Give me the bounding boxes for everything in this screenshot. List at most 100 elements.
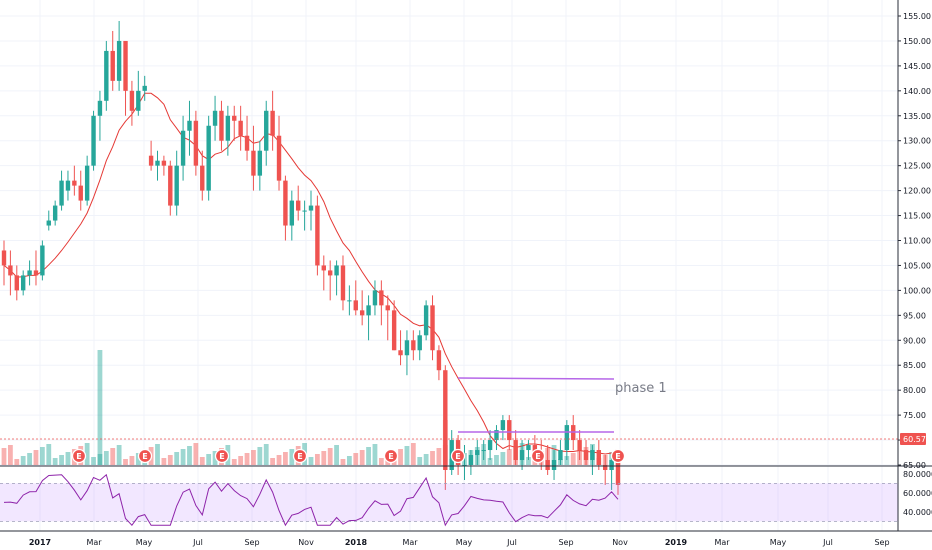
candle-body xyxy=(564,425,570,451)
candle-body xyxy=(289,200,295,226)
candle-body xyxy=(526,445,531,451)
candle-body xyxy=(27,270,32,276)
price-tick-label: 120.00 xyxy=(903,187,931,196)
volume-bar xyxy=(494,455,499,465)
volume-bar xyxy=(366,447,371,465)
volume-bar xyxy=(212,451,218,465)
candle-body xyxy=(353,300,358,311)
earnings-marker[interactable] xyxy=(214,448,230,464)
earnings-marker[interactable] xyxy=(530,448,546,464)
volume-bar xyxy=(116,445,122,465)
candle-body xyxy=(1,250,7,266)
time-tick-label: Nov xyxy=(612,538,628,547)
candle-body xyxy=(14,275,19,291)
earnings-marker[interactable] xyxy=(137,448,153,464)
candle-body xyxy=(379,290,384,306)
candle-body xyxy=(385,305,390,311)
earnings-marker[interactable] xyxy=(383,448,399,464)
volume-bar xyxy=(570,453,576,465)
candle-body xyxy=(72,180,77,186)
price-axis[interactable]: 155.00 150.00 145.00 140.00 135.00 130.00 125.… xyxy=(898,12,931,470)
candle-body xyxy=(615,460,621,485)
earnings-label: E xyxy=(219,452,224,461)
candles xyxy=(1,20,621,495)
volume-bar xyxy=(276,455,282,465)
volume-bar xyxy=(436,448,442,465)
candle-body xyxy=(40,245,45,276)
rsi-tick-label: 80.0000 xyxy=(903,470,932,479)
time-axis[interactable]: 2017 Mar May Jul Sep Nov 2018 Mar May Jul Sep Nov 20… xyxy=(29,538,890,547)
volume-bar xyxy=(7,445,13,465)
earnings-marker[interactable] xyxy=(71,448,87,464)
earnings-marker[interactable] xyxy=(292,448,308,464)
candle-body xyxy=(327,270,333,276)
price-tick-label: 80.00 xyxy=(903,386,926,395)
time-tick-label: Sep xyxy=(244,538,259,547)
candle-body xyxy=(65,180,71,191)
candle-body xyxy=(78,185,83,201)
price-tick-label: 155.00 xyxy=(903,12,931,21)
volume-bar xyxy=(180,449,186,465)
candle-body xyxy=(251,150,256,176)
candle-body xyxy=(225,115,231,141)
candle-body xyxy=(603,465,608,470)
volume-bar xyxy=(257,447,263,465)
price-tick-label: 145.00 xyxy=(903,62,931,71)
time-tick-label: 2018 xyxy=(345,538,368,547)
candle-body xyxy=(558,450,563,461)
time-tick-label: Mar xyxy=(714,538,730,547)
price-tick-label: 90.00 xyxy=(903,336,926,345)
candle-body xyxy=(340,265,346,301)
candle-body xyxy=(404,340,410,356)
candle-body xyxy=(308,205,314,211)
rsi-line xyxy=(3,473,619,527)
price-tick-label: 135.00 xyxy=(903,112,931,121)
candle-body xyxy=(487,440,493,451)
candle-body xyxy=(423,305,429,336)
candle-body xyxy=(142,85,147,91)
earnings-marker[interactable] xyxy=(450,448,466,464)
volume-bar xyxy=(506,449,512,465)
candle-body xyxy=(232,115,237,121)
volume-bar xyxy=(103,451,109,465)
volume-bar xyxy=(327,448,333,465)
time-tick-label: May xyxy=(136,538,153,547)
volume-bar xyxy=(251,450,256,465)
candle-body xyxy=(219,110,224,141)
volume-bar xyxy=(123,459,128,465)
candle-body xyxy=(398,350,403,356)
volume-bar xyxy=(97,454,103,465)
volume-bar xyxy=(161,458,167,465)
candle-body xyxy=(244,135,250,151)
candle-body xyxy=(609,460,614,470)
candle-body xyxy=(513,440,518,461)
time-tick-label: 2017 xyxy=(29,538,51,547)
earnings-label: E xyxy=(297,452,302,461)
volume-bar xyxy=(91,457,96,465)
volume-bar xyxy=(430,451,435,465)
candle-body xyxy=(110,50,115,81)
volume-bar xyxy=(564,456,570,465)
earnings-label: E xyxy=(535,452,540,461)
volume-bar xyxy=(110,448,116,465)
phase-annotation[interactable]: phase 1 xyxy=(615,381,667,396)
earnings-label: E xyxy=(455,452,460,461)
earnings-marker[interactable] xyxy=(610,448,626,464)
last-price-tag-bg xyxy=(900,433,926,445)
candle-body xyxy=(545,460,550,470)
volume-bar xyxy=(334,445,339,465)
price-tick-label: 95.00 xyxy=(903,311,926,320)
candle-body xyxy=(334,265,339,276)
candle-body xyxy=(20,275,26,291)
rsi-tick-label: 40.0000 xyxy=(903,508,932,517)
volume-bar xyxy=(321,451,327,465)
candle-body xyxy=(296,200,301,211)
volume-bar xyxy=(353,453,359,465)
volume-bar xyxy=(404,446,410,465)
candle-body xyxy=(104,50,109,101)
last-price-tag: 60.57 xyxy=(900,433,926,445)
channel-top-line[interactable] xyxy=(457,377,615,380)
candle-body xyxy=(283,180,288,226)
